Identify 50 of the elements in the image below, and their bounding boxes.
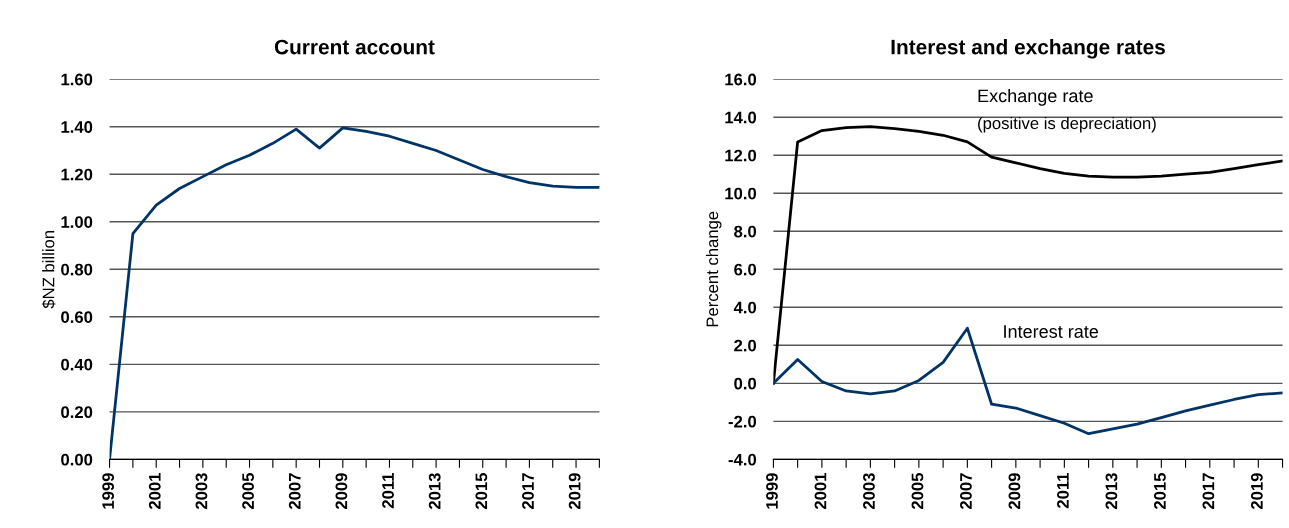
y-tick-label: 12.0 bbox=[725, 149, 757, 162]
x-tick-label: 2001 bbox=[148, 473, 161, 510]
x-tick-label: 2015 bbox=[475, 473, 488, 510]
y-tick-label: 1.40 bbox=[61, 121, 93, 133]
x-tick-label: 2019 bbox=[568, 473, 581, 510]
y-tick-label: 8.0 bbox=[734, 225, 757, 238]
y-tick-label: -4.0 bbox=[728, 453, 757, 466]
x-tick-label: 1999 bbox=[102, 473, 115, 509]
y-tick-label: -2.0 bbox=[728, 415, 757, 428]
x-tick-label: 2015 bbox=[1154, 473, 1166, 510]
y-tick-label: 0.0 bbox=[734, 377, 757, 390]
x-tick-label: 2013 bbox=[1105, 473, 1118, 510]
series-label: Interest rate bbox=[1004, 325, 1099, 338]
y-tick-label: 0.80 bbox=[61, 263, 93, 276]
x-tick-label: 2005 bbox=[242, 473, 254, 510]
y-tick-label: 6.0 bbox=[734, 263, 757, 276]
chart-title: Interest and exchange rates bbox=[891, 39, 1165, 59]
y-tick-label: 0.20 bbox=[61, 406, 93, 419]
x-tick-label: 2003 bbox=[195, 473, 208, 510]
x-tick-label: 2009 bbox=[1008, 473, 1021, 510]
y-axis-title: Percent change bbox=[705, 211, 722, 327]
y-tick-label: 1.20 bbox=[61, 168, 93, 181]
x-tick-label: 2011 bbox=[1057, 473, 1069, 509]
chart-title: Current account bbox=[274, 39, 435, 55]
y-tick-label: 10.0 bbox=[725, 187, 757, 200]
y-tick-label: 0.60 bbox=[61, 311, 93, 323]
text: Exchange rate bbox=[978, 88, 1093, 106]
y-axis-title: $NZ billion bbox=[41, 230, 56, 309]
x-tick-label: 2017 bbox=[522, 473, 534, 510]
x-tick-label: 2019 bbox=[1250, 473, 1263, 510]
x-tick-label: 2013 bbox=[428, 473, 441, 510]
y-tick-label: 1.60 bbox=[61, 73, 93, 86]
x-tick-label: 2017 bbox=[1202, 473, 1215, 510]
x-tick-label: 1999 bbox=[766, 473, 778, 509]
y-tick-label: 1.00 bbox=[61, 216, 93, 228]
y-tick-label: 16.0 bbox=[725, 73, 757, 86]
annotation: (positive is depreciation) bbox=[978, 116, 1156, 133]
x-tick-label: 2003 bbox=[863, 473, 875, 510]
x-tick-label: 2007 bbox=[960, 473, 972, 510]
y-tick-label: 2.0 bbox=[734, 339, 757, 352]
line-series bbox=[773, 326, 1283, 436]
x-tick-label: 2011 bbox=[382, 473, 394, 509]
x-tick-label: 2007 bbox=[288, 473, 301, 510]
x-tick-label: 2009 bbox=[335, 473, 348, 510]
y-tick-label: 14.0 bbox=[725, 111, 757, 124]
x-tick-label: 2001 bbox=[814, 473, 827, 510]
y-tick-label: 0.00 bbox=[61, 453, 93, 466]
y-tick-label: 4.0 bbox=[733, 301, 757, 314]
y-tick-label: 0.40 bbox=[61, 358, 93, 371]
x-tick-label: 2005 bbox=[911, 473, 924, 510]
